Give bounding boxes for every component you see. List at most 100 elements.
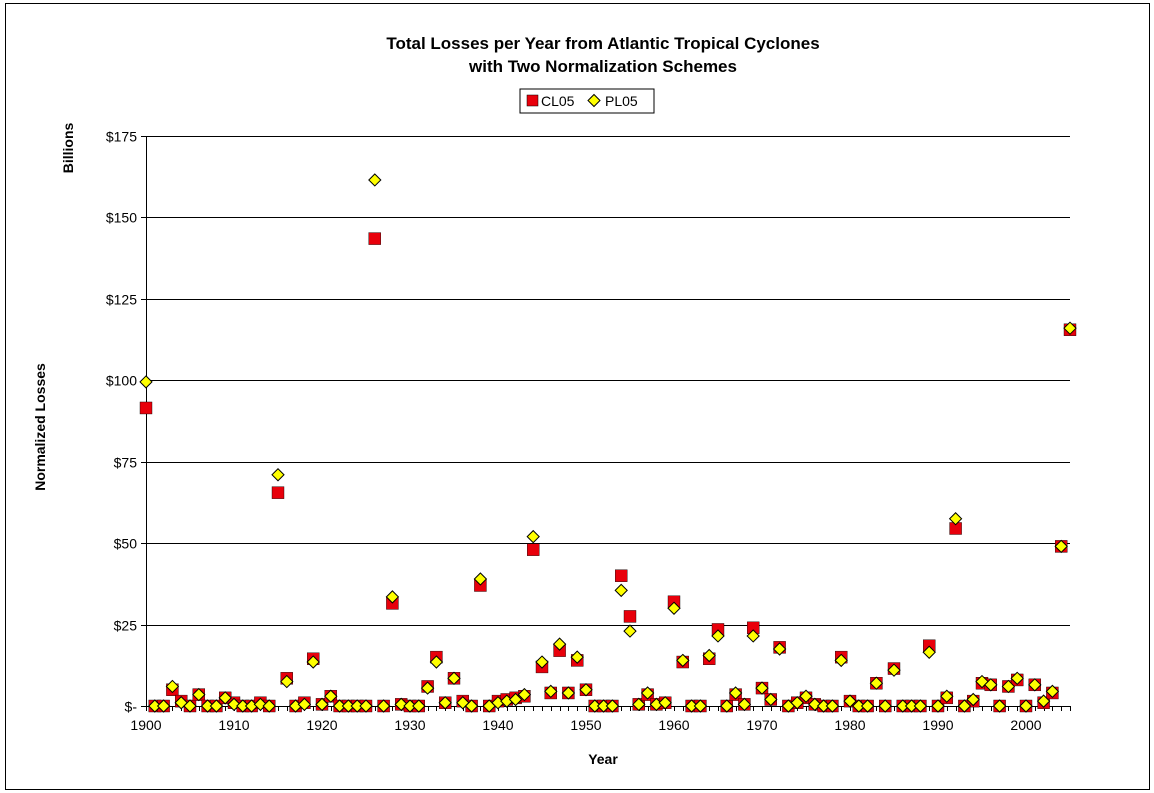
pl05-point [702,648,716,663]
series-pl05 [139,173,1077,713]
chart-title-line-1: Total Losses per Year from Atlantic Trop… [386,34,819,53]
pl05-point [755,681,769,695]
pl05-point [570,650,584,664]
pl05-point [350,699,364,713]
chart-frame [5,3,1150,790]
pl05-point [148,699,162,713]
pl05-point [878,699,892,713]
x-tick-label: 1970 [746,717,777,733]
pl05-point [209,699,224,713]
pl05-point [728,686,743,700]
pl05-point [772,642,787,656]
pl05-point [165,679,180,694]
pl05-point [896,699,910,713]
pl05-point [825,699,840,713]
pl05-point [667,601,681,615]
pl05-point [385,590,400,604]
x-tick-label: 1930 [394,717,425,733]
y-tick-labels: $- $25 $50 $75 $100 $125 $150 $175 [106,129,137,715]
pl05-point [684,699,699,713]
pl05-point [508,692,523,707]
pl05-point [561,686,576,700]
pl05-point [306,655,320,669]
pl05-point [183,699,197,713]
y-tick-label: $150 [106,210,137,226]
pl05-point [869,676,884,690]
chart-legend: CL05 PL05 [519,88,655,114]
pl05-point [737,697,752,712]
y-tick-label: $- [125,699,138,715]
cl05-point [615,569,628,582]
pl05-point [341,699,356,713]
pl05-point [447,671,461,686]
pl05-point [1001,679,1016,694]
pl05-point [746,629,760,643]
pl05-point [588,699,602,713]
pl05-point [843,694,857,708]
pl05-point [403,699,417,713]
pl05-point [623,624,637,638]
pl05-point [658,696,672,710]
cl05-point [139,401,153,415]
pl05-point [376,699,391,713]
pl05-point [1019,699,1033,713]
pl05-point [526,529,540,544]
pl05-point [966,692,980,707]
pl05-point [438,696,452,710]
pl05-point [790,696,804,710]
cl05-point [271,486,285,499]
pl05-point [992,699,1007,713]
pl05-point [262,699,276,713]
x-tick-label: 1940 [482,717,513,733]
pl05-point [473,572,488,586]
legend-box [519,88,655,114]
pl05-point [711,629,725,643]
pl05-point [218,691,232,705]
pl05-point [315,697,329,712]
chart-title-line-2: with Two Normalization Schemes [468,57,737,76]
y-tick-label: $75 [114,455,138,471]
pl05-point [552,637,567,651]
pl05-point [922,645,936,659]
x-tick-label: 2000 [1010,717,1041,733]
pl05-point [834,653,848,668]
y-axis-unit-label: Billions [60,123,76,174]
pl05-point [931,699,945,713]
pl05-point [192,687,206,702]
pl05-point [1054,539,1068,554]
pl05-point [236,699,250,713]
pl05-point [614,583,628,598]
pl05-point [332,699,347,713]
pl05-point [297,697,312,712]
pl05-point [904,699,919,713]
x-tick-label: 1980 [834,717,865,733]
pl05-point [808,697,822,712]
pl05-point [940,689,954,703]
legend-label-cl05: CL05 [541,93,575,109]
pl05-point [605,699,620,713]
pl05-point [579,683,593,697]
pl05-point [596,699,611,713]
pl05-point [693,699,708,713]
pl05-point [1010,671,1024,686]
pl05-point [253,697,268,712]
pl05-point [764,692,778,707]
pl05-point [429,655,444,669]
pl05-point [359,699,373,713]
pl05-point [957,699,972,713]
pl05-point [676,653,690,668]
cl05-point [623,610,637,623]
x-axis-title: Year [588,751,618,767]
pl05-point [1028,678,1042,692]
gridlines [146,136,1070,626]
x-tick-labels: 1900 1910 1920 1930 1940 1950 1960 1970 1980 1990… [130,717,1041,733]
pl05-point [280,674,294,689]
pl05-point [368,173,382,187]
y-tick-label: $25 [114,618,138,634]
y-tick-label: $175 [106,129,137,145]
pl05-point [139,375,153,389]
chart-title: Total Losses per Year from Atlantic Trop… [386,34,819,76]
x-tick-label: 1910 [218,717,249,733]
pl05-point [227,697,241,712]
